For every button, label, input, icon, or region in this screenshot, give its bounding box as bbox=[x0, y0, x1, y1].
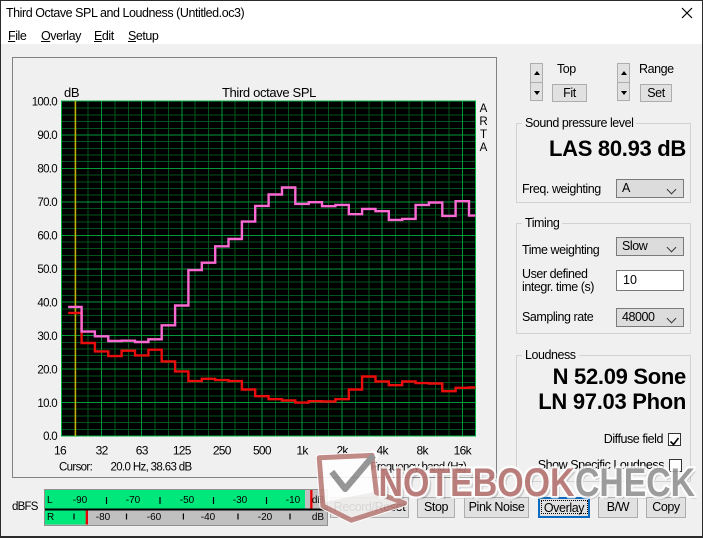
svg-text:40.0: 40.0 bbox=[37, 297, 57, 309]
svg-text:-90: -90 bbox=[73, 495, 88, 506]
svg-text:A: A bbox=[480, 103, 488, 115]
svg-text:20.0: 20.0 bbox=[37, 364, 57, 376]
svg-text:4k: 4k bbox=[377, 444, 390, 458]
svg-text:NOTEBOOK: NOTEBOOK bbox=[382, 464, 577, 508]
svg-text:L: L bbox=[47, 495, 53, 506]
svg-text:50.0: 50.0 bbox=[37, 264, 57, 276]
svg-text:20.0 Hz, 38.63 dB: 20.0 Hz, 38.63 dB bbox=[111, 462, 193, 474]
svg-text:dB: dB bbox=[64, 85, 79, 100]
svg-text:CHECK: CHECK bbox=[575, 461, 695, 505]
svg-text:125: 125 bbox=[173, 444, 192, 458]
svg-text:63: 63 bbox=[136, 444, 149, 458]
svg-text:500: 500 bbox=[253, 444, 272, 458]
svg-text:-50: -50 bbox=[180, 495, 195, 506]
svg-text:90.0: 90.0 bbox=[37, 130, 57, 142]
svg-text:1k: 1k bbox=[296, 444, 309, 458]
svg-text:70.0: 70.0 bbox=[37, 197, 57, 209]
svg-text:CHECK: CHECK bbox=[577, 464, 697, 508]
svg-text:-60: -60 bbox=[147, 512, 162, 523]
svg-text:-40: -40 bbox=[201, 512, 216, 523]
svg-text:16: 16 bbox=[54, 444, 67, 458]
svg-text:16k: 16k bbox=[454, 444, 473, 458]
svg-text:-20: -20 bbox=[258, 512, 273, 523]
svg-text:60.0: 60.0 bbox=[37, 231, 57, 243]
svg-text:NOTEBOOK: NOTEBOOK bbox=[379, 461, 575, 505]
svg-text:dB: dB bbox=[312, 512, 325, 523]
svg-text:-70: -70 bbox=[126, 495, 141, 506]
svg-text:30.0: 30.0 bbox=[37, 331, 57, 343]
svg-text:10.0: 10.0 bbox=[37, 398, 57, 410]
svg-text:Third octave SPL: Third octave SPL bbox=[222, 85, 316, 100]
svg-text:100.0: 100.0 bbox=[32, 97, 58, 109]
svg-text:0.0: 0.0 bbox=[43, 431, 57, 443]
svg-text:-80: -80 bbox=[96, 512, 111, 523]
svg-text:A: A bbox=[480, 142, 488, 154]
svg-text:250: 250 bbox=[213, 444, 232, 458]
svg-text:-30: -30 bbox=[233, 495, 248, 506]
svg-text:R: R bbox=[47, 512, 54, 523]
svg-text:T: T bbox=[480, 129, 487, 141]
svg-text:80.0: 80.0 bbox=[37, 164, 57, 176]
svg-text:-10: -10 bbox=[286, 495, 301, 506]
svg-text:32: 32 bbox=[96, 444, 109, 458]
svg-text:dB: dB bbox=[312, 495, 325, 506]
svg-text:8k: 8k bbox=[417, 444, 430, 458]
svg-text:Frequency band (Hz): Frequency band (Hz) bbox=[371, 462, 467, 474]
svg-text:R: R bbox=[479, 116, 487, 128]
svg-text:Cursor:: Cursor: bbox=[59, 462, 93, 474]
